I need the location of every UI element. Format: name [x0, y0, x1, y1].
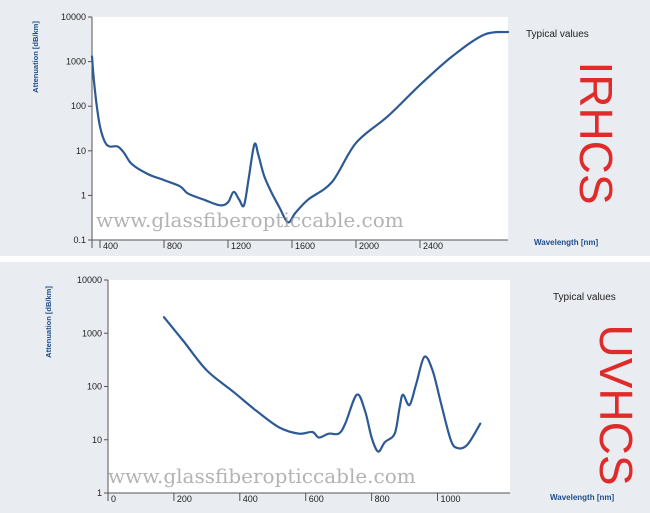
y-tick-label: 0.1 — [73, 235, 86, 245]
chart-group-irhcs: 0.1 1 10 100 1000 10000 400 800 1200 1600 2000 2400 — [61, 12, 510, 251]
y-tick-label: 10000 — [61, 12, 86, 22]
y-tick-label: 10 — [92, 435, 102, 445]
plot-area — [92, 17, 508, 240]
x-tick-label: 0 — [111, 494, 116, 504]
x-tick-label: 600 — [309, 494, 324, 504]
typical-values-note-irhcs: Typical values — [526, 29, 589, 40]
x-tick-label: 800 — [167, 241, 182, 251]
x-tick-label: 1000 — [441, 494, 461, 504]
product-label-uvhcs: UVHCS — [590, 324, 642, 485]
y-tick-label: 1 — [81, 190, 86, 200]
x-tick-label: 2000 — [359, 241, 379, 251]
watermark-top: www.glassfiberopticcable.com — [96, 208, 404, 232]
x-tick-label: 400 — [243, 494, 258, 504]
x-tick-label: 1200 — [231, 241, 251, 251]
attenuation-line — [162, 316, 482, 453]
y-tick-label: 1000 — [82, 328, 102, 338]
y-tick-label: 10 — [76, 146, 86, 156]
x-tick-label: 200 — [177, 494, 192, 504]
x-tick-label: 2400 — [423, 241, 443, 251]
y-tick-label: 100 — [87, 382, 102, 392]
y-axis-label-irhcs: Attenuation [dB/km] — [31, 21, 40, 93]
chart-group-uvhcs: 1 10 100 1000 10000 0 200 400 600 800 1000 — [77, 275, 510, 504]
y-tick-label: 1 — [97, 488, 102, 498]
x-tick-label: 800 — [375, 494, 390, 504]
x-axis-label-irhcs: Wavelength [nm] — [534, 238, 598, 247]
y-axis-label-uvhcs: Attenuation [dB/km] — [44, 286, 53, 358]
plot-area — [108, 280, 510, 493]
product-label-irhcs: IRHCS — [570, 61, 622, 204]
y-tick-label: 10000 — [77, 275, 102, 285]
typical-values-note-uvhcs: Typical values — [553, 292, 616, 303]
x-tick-label: 400 — [103, 241, 118, 251]
y-tick-label: 1000 — [66, 57, 86, 67]
watermark-bottom: www.glassfiberopticcable.com — [108, 464, 416, 488]
x-tick-label: 1600 — [295, 241, 315, 251]
attenuation-line — [90, 30, 510, 224]
x-axis-label-uvhcs: Wavelength [nm] — [550, 493, 614, 502]
y-tick-label: 100 — [71, 101, 86, 111]
